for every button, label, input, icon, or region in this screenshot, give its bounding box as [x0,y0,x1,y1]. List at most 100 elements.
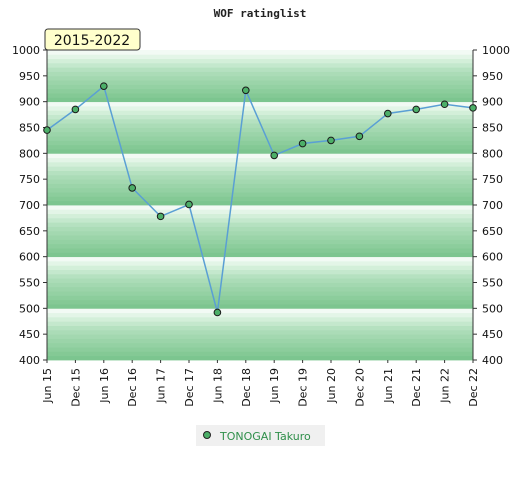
y-tick-label-right: 450 [482,328,503,341]
background-band [47,161,473,167]
data-point [242,86,250,95]
background-band [47,338,473,344]
y-tick-label-left: 900 [19,96,40,109]
background-band [47,269,473,275]
background-band [47,131,473,137]
period-label: 2015-2022 [54,33,130,49]
y-tick-label-left: 950 [19,70,40,83]
background-band [47,304,473,309]
background-band [47,291,473,296]
y-tick-label-right: 750 [482,173,503,186]
data-point [100,82,108,90]
x-tick-label: Jun 18 [211,368,224,404]
data-point [412,105,421,114]
background-band [47,170,473,176]
background-band [47,58,473,64]
background-band [47,62,473,68]
background-band [47,209,473,215]
background-band [47,273,473,279]
y-tick-label-right: 600 [482,251,503,264]
y-tick-label-right: 650 [482,225,503,238]
y-tick-label-right: 800 [482,147,503,160]
background-band [47,75,473,81]
background-band [47,329,473,335]
data-point [327,136,335,145]
background-band [47,50,473,55]
y-tick-label-left: 700 [19,199,40,212]
background-band [47,243,473,249]
background-band [47,192,473,197]
background-band [47,93,473,98]
background-band [47,174,473,180]
y-tick-label-right: 500 [482,302,503,315]
x-tick-label: Jun 17 [155,368,168,404]
chart-title: WOF ratinglist [214,7,307,20]
background-band [47,299,473,305]
x-tick-label: Dec 18 [240,368,253,407]
data-point [185,200,193,209]
period-badge: 2015-2022 [44,28,141,51]
background-band [47,230,473,236]
data-point [43,126,51,134]
background-band [47,88,473,94]
background-band [47,144,473,150]
background-band [47,205,473,210]
background-band [47,67,473,72]
y-tick-label-left: 750 [19,173,40,186]
background-band [47,342,473,348]
background-band [47,213,473,219]
background-band [47,97,473,103]
x-tick-label: Dec 20 [353,368,366,407]
background-band [47,101,473,107]
background-band [47,136,473,141]
background-band [47,321,473,326]
legend-label: TONOGAI Takuro [219,430,311,443]
x-tick-label: Jun 19 [268,368,281,404]
data-point [128,184,136,192]
y-tick-label-left: 400 [19,354,40,367]
x-tick-label: Jun 15 [41,368,54,404]
background-band [47,71,473,77]
x-tick-label: Jun 16 [98,368,111,404]
y-tick-label-left: 850 [19,122,40,135]
y-axis-right: 400 450 500 550 600 650 700 750 800 850 900 950 1000 [473,44,510,367]
background-band [47,84,473,90]
background-band [47,200,473,206]
x-axis: Jun 15 Dec 15 Jun 16 Dec 16 Jun 17 Dec 17 Jun … [41,360,480,407]
legend[interactable]: TONOGAI Takuro [196,425,325,446]
x-tick-label: Dec 15 [69,368,82,407]
background-band [47,54,473,60]
data-point [71,105,80,114]
background-band [47,222,473,227]
background-band [47,282,473,288]
y-tick-label-right: 400 [482,354,503,367]
background-bands [47,50,473,361]
background-band [47,105,473,111]
background-band [47,239,473,245]
background-band [47,217,473,223]
background-band [47,196,473,202]
y-tick-label-left: 500 [19,302,40,315]
background-band [47,80,473,85]
data-point [156,212,165,221]
series-tonogai [43,82,477,317]
background-band [47,308,473,314]
y-tick-label-left: 550 [19,277,40,290]
data-point [298,139,307,148]
background-band [47,260,473,266]
data-point [469,104,477,112]
data-point [384,109,392,118]
background-band [47,110,473,115]
background-band [47,235,473,240]
x-tick-label: Dec 21 [410,368,423,407]
background-band [47,334,473,339]
background-band [47,265,473,270]
data-point [270,151,279,160]
x-tick-label: Jun 20 [325,368,338,404]
x-tick-label: Jun 22 [439,368,452,404]
background-band [47,286,473,292]
background-band [47,183,473,189]
background-band [47,351,473,357]
data-point [213,308,222,317]
